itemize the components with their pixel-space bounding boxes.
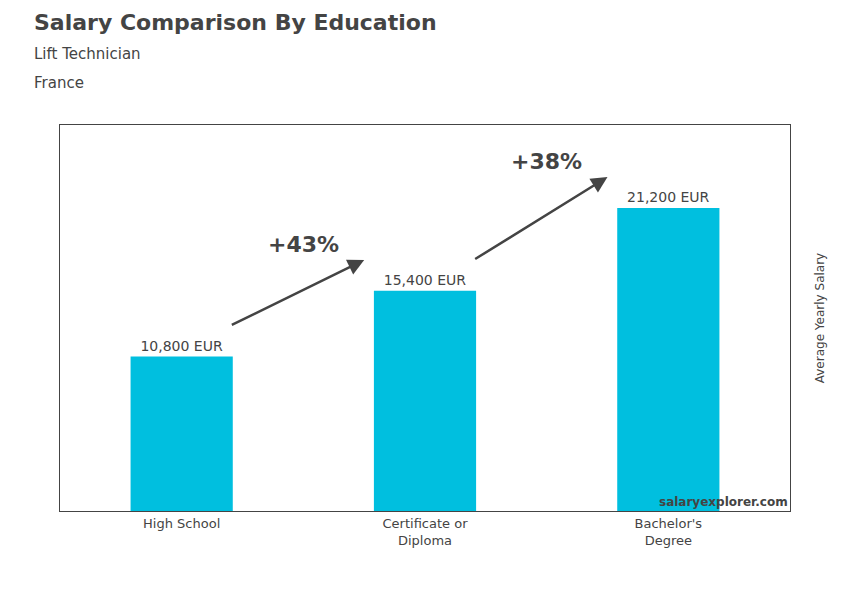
svg-text:+38%: +38% — [511, 149, 582, 174]
svg-text:salaryexplorer.com: salaryexplorer.com — [659, 495, 788, 509]
svg-text:21,200 EUR: 21,200 EUR — [627, 189, 710, 205]
svg-text:15,400 EUR: 15,400 EUR — [384, 272, 467, 288]
svg-text:Salary Comparison By Education: Salary Comparison By EducationLift Techn… — [34, 10, 437, 91]
svg-text:Average Yearly Salary: Average Yearly Salary — [813, 253, 827, 383]
svg-text:10,800 EUR: 10,800 EUR — [140, 338, 223, 354]
svg-text:Bachelor'sDegree: Bachelor'sDegree — [635, 516, 703, 548]
svg-text:High School: High School — [143, 516, 220, 531]
svg-text:Certificate orDiploma: Certificate orDiploma — [383, 516, 469, 548]
svg-text:+43%: +43% — [268, 232, 339, 257]
